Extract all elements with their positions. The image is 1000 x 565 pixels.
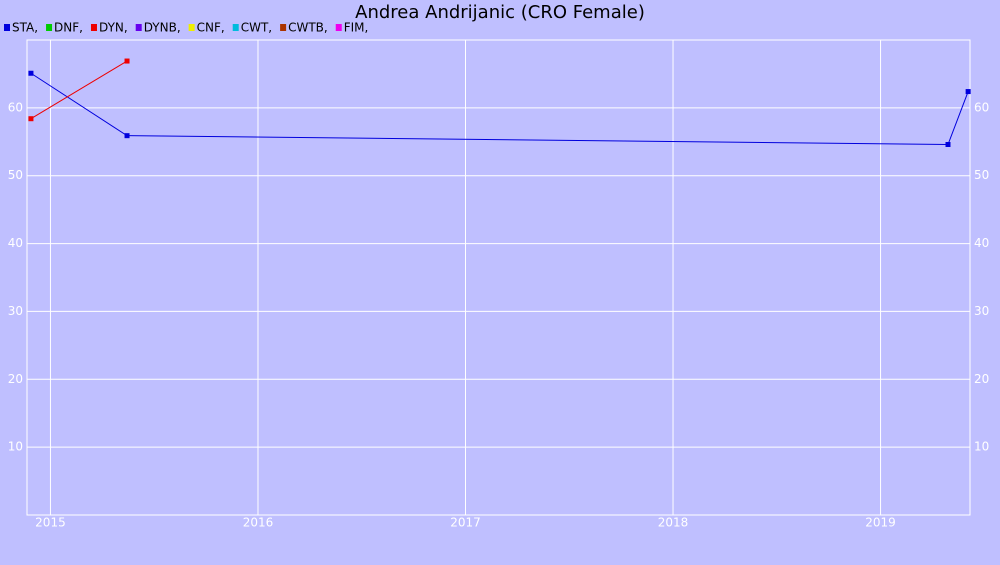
x-tick-label: 2018 [658,516,689,530]
legend-swatch [188,24,195,31]
legend-label: DYNB, [144,21,181,35]
x-tick-label: 2019 [865,516,896,530]
legend-label: CNF, [197,21,225,35]
legend-swatch [335,24,342,31]
data-point [28,70,34,76]
data-point [965,89,971,95]
legend-swatch [4,24,10,31]
data-point [124,133,130,139]
legend-label: FIM, [344,21,369,35]
y-tick-label: 50 [8,168,23,182]
data-point [124,58,130,64]
x-tick-label: 2015 [35,516,66,530]
y2-tick-label: 30 [974,304,989,318]
y-tick-label: 40 [8,236,23,250]
legend-label: DYN, [99,21,128,35]
legend-label: STA, [12,21,38,35]
y-tick-label: 30 [8,304,23,318]
legend-swatch [135,24,142,31]
y2-tick-label: 60 [974,100,989,114]
y2-tick-label: 50 [974,168,989,182]
plot-area [26,39,971,516]
x-tick-label: 2017 [450,516,481,530]
x-tick-label: 2016 [243,516,274,530]
legend-label: CWTB, [288,21,328,35]
legend-label: CWT, [241,21,272,35]
y2-tick-label: 20 [974,372,989,386]
series-line [30,60,128,120]
data-point [28,116,34,122]
y-tick-label: 10 [8,440,23,454]
y2-tick-label: 10 [974,440,989,454]
data-point [945,142,951,147]
series-line [30,72,969,146]
legend-swatch [46,24,53,31]
legend-swatch [280,24,287,31]
legend-swatch [232,24,239,31]
y2-tick-label: 40 [974,236,989,250]
y-tick-label: 20 [8,372,23,386]
y-tick-label: 60 [8,100,23,114]
chart-title: Andrea Andrijanic (CRO Female) [355,2,645,23]
legend-swatch [90,24,97,31]
legend-label: DNF, [54,21,83,35]
